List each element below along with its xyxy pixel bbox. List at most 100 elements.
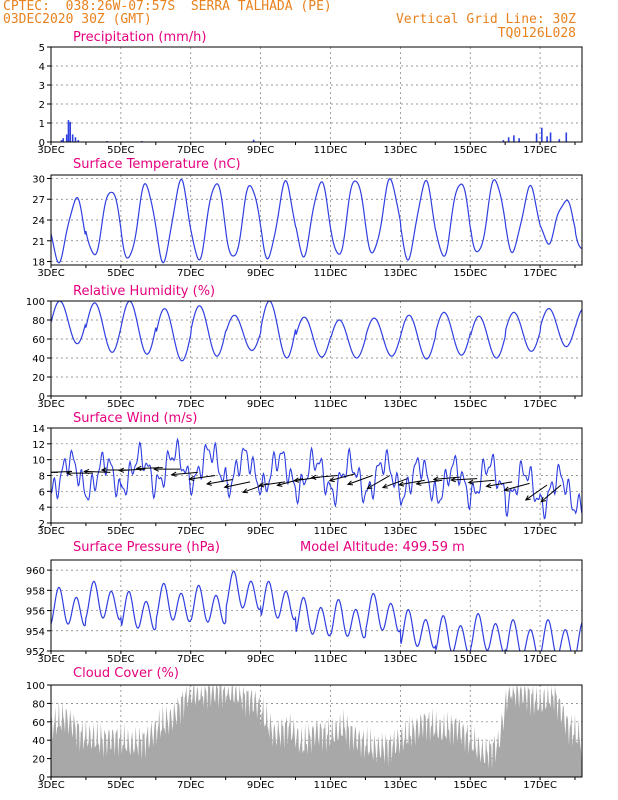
wind-arrow	[51, 471, 72, 473]
precip-bar	[513, 135, 515, 142]
wind-arrow	[540, 484, 562, 503]
panel-0: Precipitation (mm/h) 0 1 2 3 4 5 3DEC 5DEC 7DEC 9D…	[37, 30, 583, 156]
x-tick-label: 9DEC	[247, 654, 274, 665]
y-tick-label: 0	[39, 392, 45, 403]
precip-bar	[67, 120, 70, 142]
x-tick-label: 11DEC	[314, 654, 348, 665]
y-tick-label: 14	[32, 424, 45, 435]
y-tick-label: 12	[32, 440, 45, 451]
wind-arrow	[170, 471, 198, 477]
y-tick-label: 10	[32, 456, 45, 467]
precip-bar	[558, 139, 561, 142]
x-tick-label: 13DEC	[383, 145, 417, 156]
panel-frame	[50, 427, 583, 524]
x-tick-label: 9DEC	[247, 526, 274, 537]
y-tick-label: 1	[39, 119, 45, 130]
plot-area	[51, 570, 582, 651]
panel-frame	[50, 174, 583, 266]
x-tick-label: 5DEC	[107, 526, 134, 537]
x-tick-label: 15DEC	[453, 145, 487, 156]
wind-arrow	[223, 481, 251, 489]
panel-5: Cloud Cover (%) 0 20 40 60 80 100 3DEC 5DEC 7DEC 9…	[26, 666, 583, 791]
panel-title: Relative Humidity (%)	[73, 284, 215, 299]
y-tick-label: 40	[32, 736, 45, 747]
x-tick-label: 7DEC	[177, 145, 204, 156]
x-tick-label: 3DEC	[37, 268, 64, 279]
x-tick-label: 13DEC	[383, 780, 417, 791]
precip-bar	[541, 127, 543, 142]
x-tick-label: 15DEC	[453, 399, 487, 410]
precip-bar	[60, 140, 63, 142]
panel-4: Surface Pressure (hPa) Model Altitude: 49…	[26, 540, 583, 665]
panel-frame	[50, 559, 583, 652]
y-tick-label: 6	[39, 487, 45, 498]
wind-speed-line	[51, 437, 582, 520]
x-tick-label: 17DEC	[523, 780, 557, 791]
y-tick-label: 8	[39, 472, 45, 483]
x-tick-label: 11DEC	[314, 780, 348, 791]
x-tick-label: 3DEC	[37, 780, 64, 791]
wind-arrow	[450, 477, 478, 483]
x-tick-label: 17DEC	[523, 268, 557, 279]
y-tick-label: 960	[26, 566, 45, 577]
y-tick-label: 24	[32, 216, 45, 227]
precip-bar	[69, 122, 72, 142]
pressure-line	[51, 570, 582, 651]
y-tick-label: 4	[39, 62, 45, 73]
x-tick-label: 17DEC	[523, 654, 557, 665]
wind-arrow	[467, 479, 495, 485]
x-tick-label: 17DEC	[523, 145, 557, 156]
x-tick-label: 7DEC	[177, 654, 204, 665]
y-tick-label: 60	[32, 718, 45, 729]
x-tick-label: 3DEC	[37, 654, 64, 665]
header-grid-note: Vertical Grid Line: 30Z	[395, 12, 576, 27]
x-tick-label: 9DEC	[247, 399, 274, 410]
humidity-line	[51, 301, 582, 362]
precip-bar	[565, 132, 568, 142]
wind-arrow	[310, 474, 338, 481]
x-tick-label: 7DEC	[177, 780, 204, 791]
plot-area	[51, 685, 582, 777]
wind-arrow	[485, 481, 513, 489]
wind-arrow	[188, 475, 216, 482]
precip-bar	[65, 134, 68, 142]
y-tick-label: 3	[39, 81, 45, 92]
wind-arrow	[118, 467, 146, 473]
y-tick-label: 27	[32, 195, 45, 206]
x-tick-label: 5DEC	[107, 780, 134, 791]
panel-1: Surface Temperature (nC) 18 21 24 27 30 3DEC 5D…	[32, 157, 583, 279]
precip-bar	[62, 138, 65, 142]
x-tick-label: 7DEC	[177, 526, 204, 537]
x-tick-label: 11DEC	[314, 399, 348, 410]
precip-bar	[502, 140, 505, 142]
panel-title: Surface Wind (m/s)	[73, 411, 197, 426]
y-tick-label: 20	[32, 373, 45, 384]
wind-arrow	[346, 475, 373, 486]
temperature-line	[51, 178, 582, 264]
wind-arrow	[153, 466, 181, 472]
y-tick-label: 958	[26, 586, 45, 597]
y-tick-label: 952	[26, 647, 45, 658]
x-tick-label: 9DEC	[247, 268, 274, 279]
x-tick-label: 11DEC	[314, 268, 348, 279]
x-tick-label: 3DEC	[37, 399, 64, 410]
panel-title: Cloud Cover (%)	[73, 666, 179, 681]
plot-area	[51, 178, 582, 264]
panel-title: Surface Pressure (hPa)	[73, 540, 220, 555]
plot-area	[51, 301, 582, 362]
x-tick-label: 7DEC	[177, 399, 204, 410]
x-tick-label: 5DEC	[107, 399, 134, 410]
x-tick-label: 9DEC	[247, 145, 274, 156]
x-tick-label: 13DEC	[383, 268, 417, 279]
precip-bar	[252, 139, 255, 142]
x-tick-label: 17DEC	[523, 399, 557, 410]
x-tick-label: 13DEC	[383, 526, 417, 537]
x-tick-label: 13DEC	[383, 654, 417, 665]
panel-2: Relative Humidity (%) 0 20 40 60 80 100 3DEC 5DE…	[26, 284, 583, 410]
x-tick-label: 15DEC	[453, 654, 487, 665]
precip-bar	[535, 133, 538, 142]
y-tick-label: 0	[39, 138, 45, 149]
x-tick-label: 17DEC	[523, 526, 557, 537]
panel-frame	[50, 300, 583, 397]
